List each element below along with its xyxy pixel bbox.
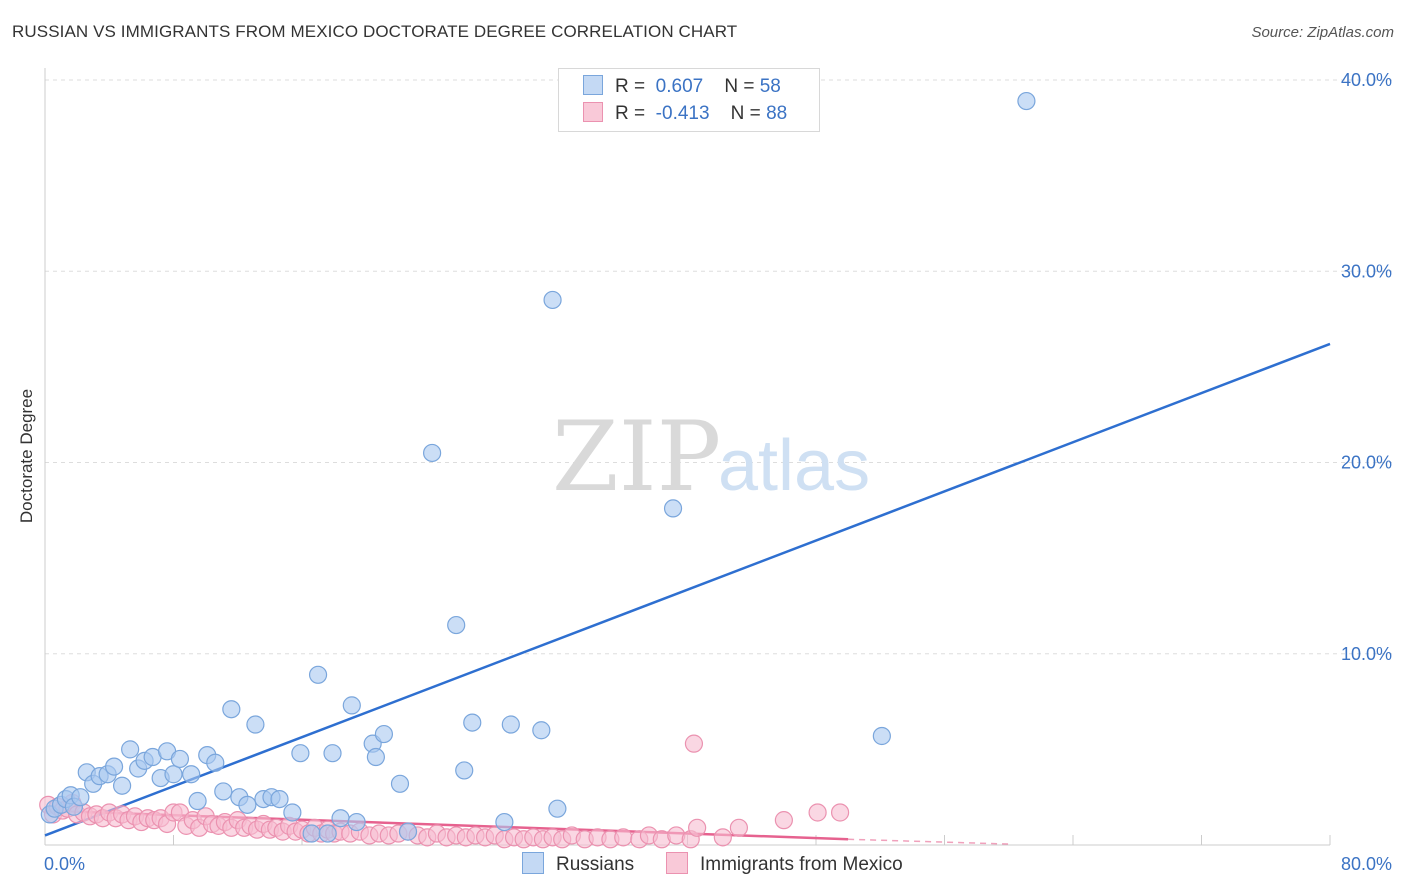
mexico-point [713,828,732,847]
russians-point [543,290,562,310]
bottom-legend-swatch-russians [522,852,544,874]
russians-point [1017,91,1036,111]
chart-title: RUSSIAN VS IMMIGRANTS FROM MEXICO DOCTOR… [12,22,738,41]
russians-point [318,824,337,843]
x-tick-label: 80.0% [1341,854,1392,874]
russians-point [423,443,442,463]
mexico-point [774,811,793,830]
russians-point [246,715,265,734]
mexico-point [614,828,633,847]
russians-point [308,665,328,684]
data-points [39,91,1036,849]
source-label: Source: ZipAtlas.com [1251,24,1394,41]
mexico-trend-extension [848,838,1009,845]
y-tick-label: 30.0% [1341,261,1392,281]
y-tick-label: 40.0% [1341,70,1392,90]
russians-trend-line [44,342,1331,837]
russians-point [182,765,201,784]
russians-point [347,812,366,832]
russians-point [331,809,350,828]
russians-point [214,782,233,801]
russians-point [121,740,140,759]
russians-point [548,799,567,818]
bottom-legend-russians: Russians [522,852,634,876]
russians-point [291,744,310,763]
bottom-legend-swatch-mexico [666,852,688,874]
russians-point [455,761,474,780]
legend-row-russians: R = 0.607 N = 58 [583,75,781,98]
russians-point [447,615,466,635]
x-tick-label: 0.0% [44,854,85,874]
watermark-zip: ZIP [552,401,721,513]
russians-point [463,713,482,732]
russians-point [283,803,302,822]
russians-point [188,791,207,811]
legend-swatch-russians [583,75,603,95]
russians-point [170,749,190,769]
mexico-point [808,803,827,822]
y-tick-label: 10.0% [1341,644,1392,664]
russians-point [270,789,289,809]
russians-point [374,724,394,744]
russians-point [366,747,385,767]
russians-point [206,753,225,772]
legend-r-label: R = [615,103,646,124]
russians-point [390,774,410,793]
legend-swatch-mexico [583,102,603,122]
mexico-point [684,734,704,753]
russians-point [663,499,683,518]
legend-n-label: N = [730,103,761,124]
russians-point [323,744,342,763]
bottom-legend-label-mexico: Immigrants from Mexico [700,854,903,875]
mexico-point [830,803,850,822]
legend-r-value: 0.607 [655,76,704,97]
legend-r-value: -0.413 [655,103,710,124]
russians-point [495,812,514,832]
mexico-point [688,818,707,837]
legend-n-value: 88 [766,103,788,124]
bottom-legend-mexico: Immigrants from Mexico [666,852,903,876]
russians-point [222,700,241,719]
y-tick-label: 20.0% [1341,453,1392,473]
bottom-legend-label-russians: Russians [556,854,635,875]
watermark-atlas: atlas [718,426,870,506]
russians-point [532,721,551,740]
russians-point [342,696,361,715]
russians-point [71,788,90,807]
watermark: ZIP atlas [552,401,870,513]
grid-lines [45,79,1392,655]
russians-point [398,822,418,841]
legend-n-label: N = [724,76,755,97]
russians-point [104,757,124,776]
russians-point [302,824,321,843]
legend-n-value: 58 [759,76,781,97]
russians-point [872,726,891,746]
russians-point [164,765,183,784]
correlation-legend: R = 0.607 N = 58 R = -0.413 N = 88 [558,68,820,132]
legend-r-label: R = [615,76,646,97]
legend-row-mexico: R = -0.413 N = 88 [583,102,787,125]
russians-point [238,795,257,814]
tick-labels: 10.0% 20.0% 30.0% 40.0% 0.0% 80.0% [44,70,1392,874]
russians-point [501,715,520,734]
russians-point [112,776,132,795]
mexico-point [729,818,749,837]
